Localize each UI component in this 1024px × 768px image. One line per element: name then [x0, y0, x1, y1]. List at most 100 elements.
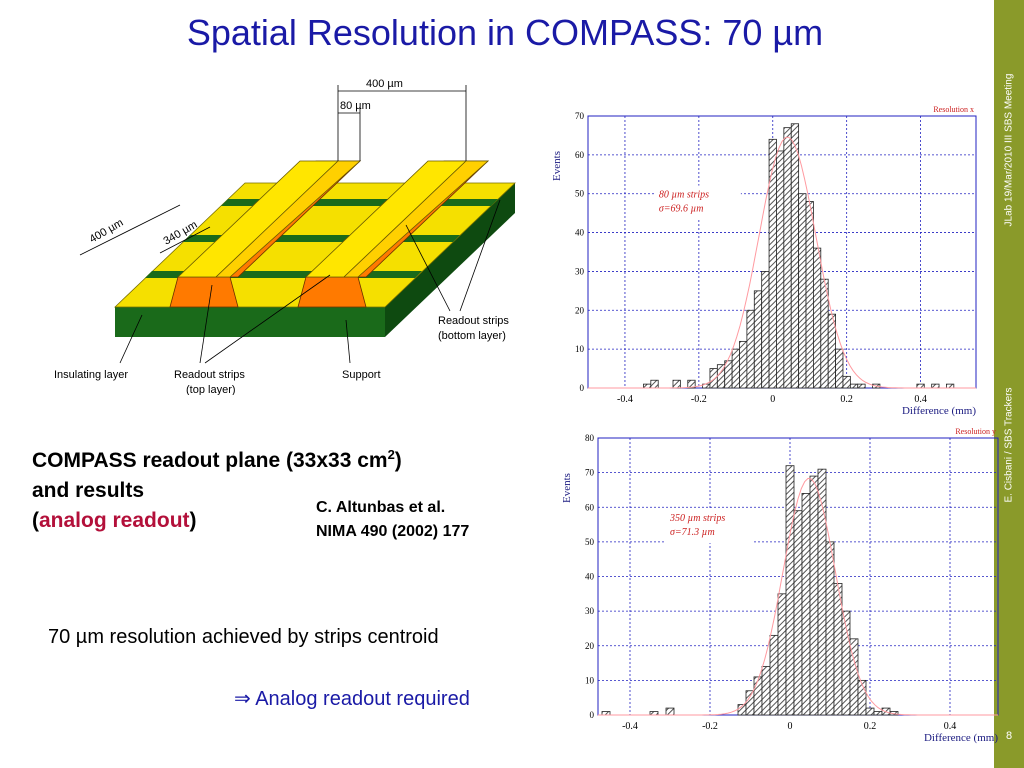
histogram-bar [798, 193, 807, 389]
y-tick-label: 30 [575, 266, 585, 276]
y-tick-label: 20 [585, 641, 595, 651]
histogram-bar [820, 278, 829, 389]
y-tick-label: 50 [585, 537, 595, 547]
caption-block: COMPASS readout plane (33x33 cm2) and re… [32, 440, 402, 536]
sidebar-event-text: JLab 19/Mar/2010 III SBS Meeting [1003, 73, 1015, 227]
histogram-bar [672, 379, 681, 389]
page-number: 8 [1005, 730, 1013, 742]
x-tick-label: 0.2 [840, 394, 853, 405]
histogram-bar [849, 638, 859, 716]
histogram-bar [790, 123, 800, 389]
label-readout-top-1: Readout strips [174, 369, 245, 381]
annotation-box [654, 185, 741, 220]
top-strip-2-front [297, 276, 367, 308]
y-axis-label: Events [561, 473, 573, 503]
support-side [385, 183, 515, 337]
annotation-line2: σ=71.3 µm [670, 527, 715, 538]
reference-line2: NIMA 490 (2002) 177 [316, 523, 470, 540]
x-tick-label: -0.4 [622, 721, 638, 732]
histogram-bar [849, 383, 859, 389]
histogram-bar [768, 138, 777, 389]
caption-sup: 2 [387, 447, 395, 462]
compass-readout-diagram: 400 µm 80 µm 400 µm 340 µm Readout strip… [54, 78, 516, 395]
histogram-bar [916, 383, 925, 389]
reference-block: C. Altunbas et al. NIMA 490 (2002) 177 [316, 496, 469, 544]
histogram-bar [793, 510, 803, 716]
histogram-bar [776, 150, 785, 389]
y-tick-label: 50 [575, 189, 585, 199]
histogram-bar [813, 247, 822, 389]
top-strip-2-bevel [342, 160, 490, 278]
caption-line2: and results [32, 479, 145, 502]
support-front [115, 307, 385, 337]
histogram-bar [769, 634, 779, 716]
y-tick-label: 0 [590, 710, 595, 720]
label-readout-bottom-2: (bottom layer) [438, 330, 506, 342]
x-tick-label: -0.4 [617, 394, 633, 405]
x-tick-label: 0.4 [944, 721, 957, 732]
y-tick-label: 70 [585, 468, 595, 478]
histogram-bar [731, 348, 740, 389]
histogram-bar [805, 201, 814, 389]
reference-line1: C. Altunbas et al. [316, 499, 446, 516]
histogram-bar [687, 379, 696, 389]
histogram-bar [825, 541, 835, 716]
label-support: Support [342, 369, 381, 381]
histogram-bar [809, 475, 819, 716]
y-tick-label: 10 [575, 344, 585, 354]
y-tick-label: 40 [575, 228, 585, 238]
fit-curve [588, 136, 976, 389]
x-tick-label: 0 [788, 721, 793, 732]
caption-line1: COMPASS readout plane (33x33 cm [32, 449, 388, 472]
histogram-bar [665, 707, 675, 716]
caption-line1-end: ) [394, 449, 402, 472]
label-readout-top-2: (top layer) [186, 384, 236, 395]
slide-title: Spatial Resolution in COMPASS: 70 µm [186, 12, 824, 53]
x-axis-label: Difference (mm) [902, 405, 976, 417]
x-tick-label: 0.2 [864, 721, 877, 732]
annotation-box [666, 509, 752, 544]
y-axis-label: Events [551, 151, 563, 181]
histogram-bar [643, 383, 652, 389]
annotation-line2: σ=69.6 µm [659, 204, 704, 215]
plot-title: Resolution y [955, 428, 996, 436]
y-tick-label: 60 [585, 502, 595, 512]
label-insulating: Insulating layer [54, 369, 128, 381]
y-tick-label: 20 [575, 305, 585, 315]
histogram-bar [801, 493, 811, 716]
histogram-bar [601, 711, 611, 716]
x-axis-label: Difference (mm) [924, 732, 998, 744]
histogram-bar [946, 383, 955, 389]
x-tick-label: 0 [770, 394, 775, 405]
y-tick-label: 70 [575, 111, 585, 121]
histogram-bar [865, 707, 875, 716]
dim-80-label: 80 µm [340, 100, 371, 112]
plot-title: Resolution x [933, 105, 974, 114]
x-tick-label: 0.4 [914, 394, 927, 405]
histogram-resolution-y: -0.4 -0.2 0 0.2 0.4 0 10 20 30 40 50 60 70 80 Resoluti… [561, 428, 999, 744]
top-strip-1-front [169, 276, 239, 308]
histogram-bar [785, 465, 795, 716]
y-tick-label: 10 [585, 675, 595, 685]
histogram-bar [746, 309, 755, 389]
bullet-analog-required: ⇒ Analog readout required [234, 688, 470, 710]
caption-highlight: analog readout [39, 509, 190, 532]
histogram-bar [650, 379, 659, 389]
histogram-bar [873, 711, 883, 716]
histogram-bar [931, 383, 940, 389]
histogram-bar [753, 676, 763, 716]
histogram-bar [857, 383, 866, 389]
histogram-bar [709, 368, 718, 389]
bullet-resolution: 70 µm resolution achieved by strips cent… [48, 626, 439, 648]
histogram-resolution-x: -0.4 -0.2 0 0.2 0.4 0 10 20 30 40 50 60 70 Resolution… [551, 105, 977, 417]
y-tick-label: 80 [585, 433, 595, 443]
histogram-bar [649, 711, 659, 716]
histogram-bar [761, 666, 771, 716]
histogram-bar [753, 290, 763, 389]
histogram-bar [842, 375, 851, 389]
caption-close: ) [189, 509, 197, 532]
fit-curve [598, 477, 998, 716]
histogram-bar [857, 679, 867, 716]
annotation-line1: 350 µm strips [669, 513, 725, 524]
x-tick-label: -0.2 [691, 394, 707, 405]
